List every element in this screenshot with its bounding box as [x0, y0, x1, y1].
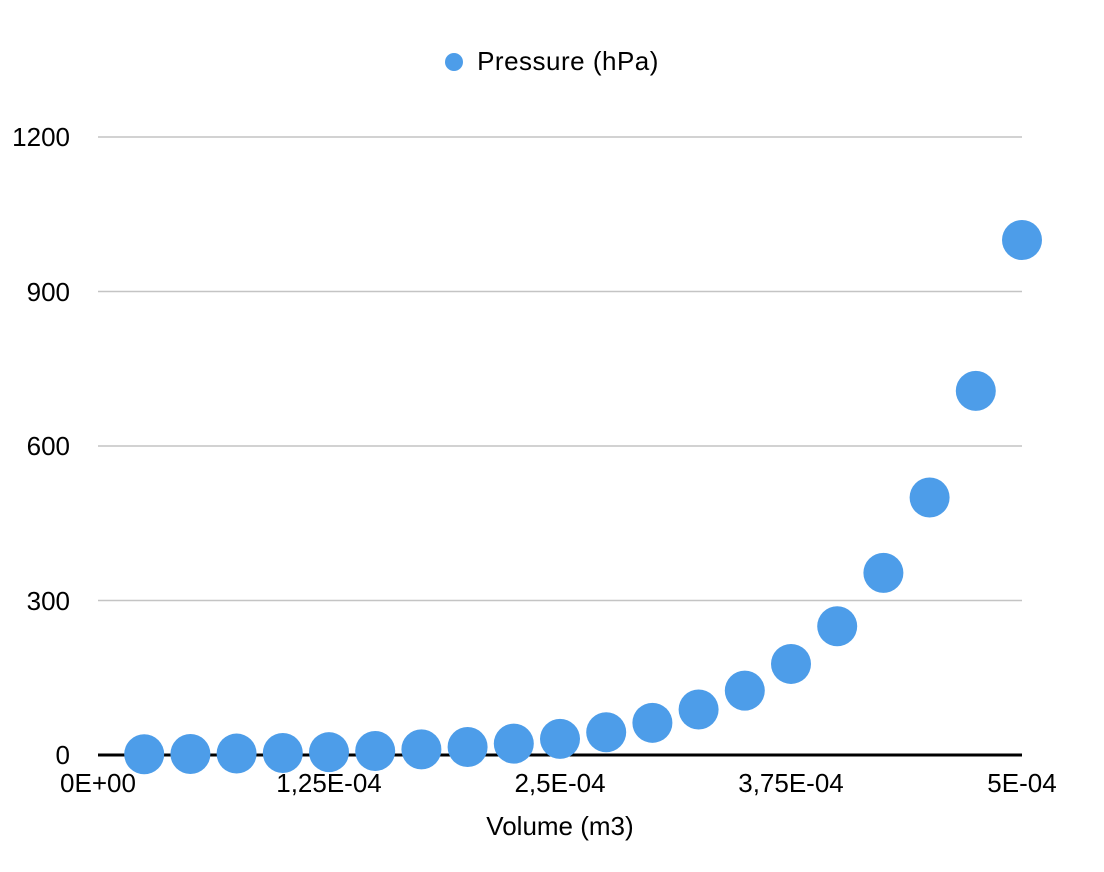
data-point[interactable]	[632, 702, 673, 743]
data-point[interactable]	[724, 670, 765, 711]
data-point[interactable]	[493, 723, 534, 764]
data-point[interactable]	[309, 732, 349, 773]
data-point[interactable]	[771, 643, 811, 684]
x-axis-tick-label: 5E-04	[987, 768, 1057, 798]
x-axis-tick-label: 1,25E-04	[276, 768, 382, 798]
y-axis-tick-label: 300	[26, 585, 70, 616]
data-point[interactable]	[863, 552, 904, 593]
data-point[interactable]	[1002, 220, 1042, 260]
data-point[interactable]	[216, 733, 257, 774]
x-axis-tick-label: 2,5E-04	[514, 768, 606, 798]
data-point[interactable]	[355, 730, 396, 771]
data-point[interactable]	[447, 726, 488, 767]
y-axis-tick-label: 0	[55, 740, 70, 770]
data-point[interactable]	[401, 729, 442, 770]
legend-label: Pressure (hPa)	[477, 46, 659, 76]
data-point[interactable]	[262, 732, 303, 773]
x-axis-tick-label: 3,75E-04	[738, 768, 844, 798]
y-axis-tick-label: 1200	[12, 122, 70, 152]
x-axis-tick-label: 0E+00	[60, 768, 136, 798]
data-point[interactable]	[540, 718, 580, 759]
data-point[interactable]	[909, 477, 950, 518]
y-axis-tick-label: 900	[26, 276, 70, 307]
legend: Pressure (hPa)	[0, 46, 1104, 77]
data-point[interactable]	[955, 370, 996, 411]
data-point[interactable]	[170, 733, 211, 774]
data-point[interactable]	[817, 606, 858, 647]
data-point[interactable]	[124, 734, 165, 775]
data-point[interactable]	[586, 712, 627, 753]
data-point[interactable]	[678, 689, 719, 730]
x-axis-title: Volume (m3)	[486, 811, 634, 841]
y-axis-tick-label: 600	[26, 431, 70, 461]
legend-marker-icon	[445, 52, 464, 71]
